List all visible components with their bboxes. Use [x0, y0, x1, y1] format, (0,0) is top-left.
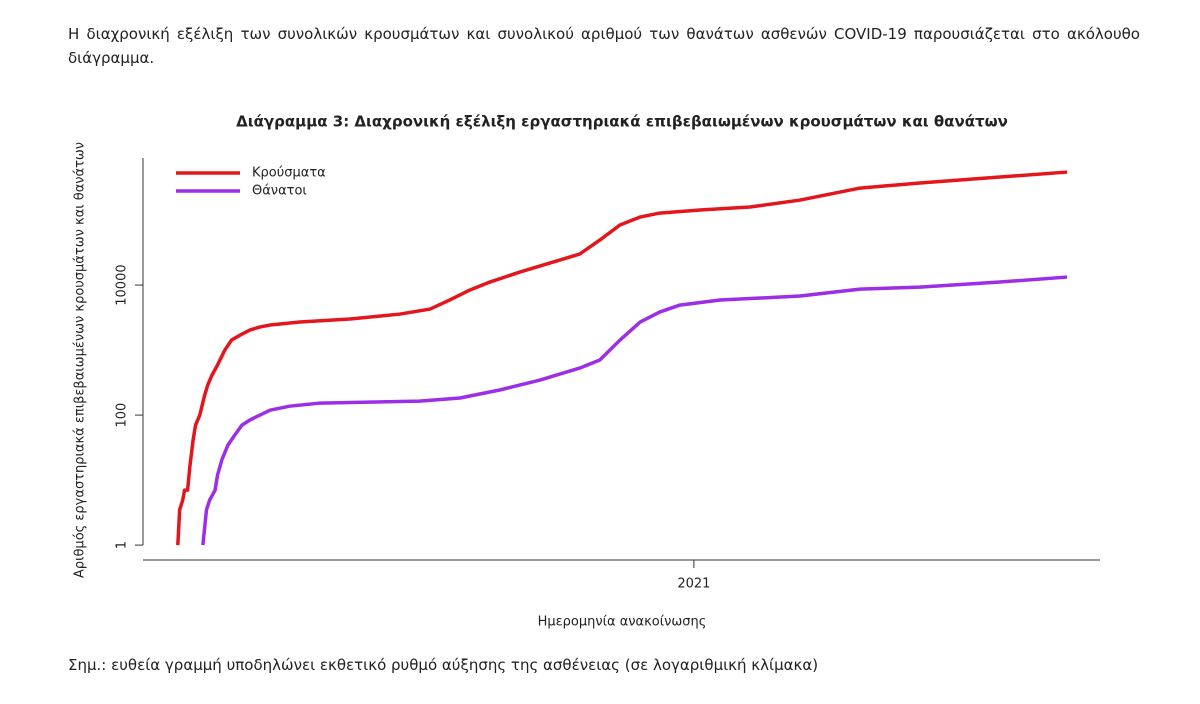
series-line — [201, 275, 1068, 546]
legend-label: Κρούσματα — [252, 166, 326, 181]
series-line — [176, 170, 1068, 546]
y-axis-label: Αριθμός εργαστηριακά επιβεβαιωμένων κρου… — [73, 142, 88, 578]
legend-label: Θάνατοι — [252, 184, 307, 199]
note: Σημ.: ευθεία γραμμή υποδηλώνει εκθετικό … — [68, 656, 819, 674]
y-tick-label: 10000 — [115, 264, 130, 305]
intro-text: Η διαχρονική εξέλιξη των συνολικών κρουσ… — [68, 25, 1140, 67]
x-tick-label: 2021 — [677, 577, 710, 592]
chart-title: Διάγραμμα 3: Διαχρονική εξέλιξη εργαστηρ… — [236, 113, 1008, 131]
y-tick-label: 1 — [115, 541, 130, 549]
y-tick-label: 100 — [115, 403, 130, 428]
x-axis-label: Ημερομηνία ανακοίνωσης — [538, 615, 707, 630]
